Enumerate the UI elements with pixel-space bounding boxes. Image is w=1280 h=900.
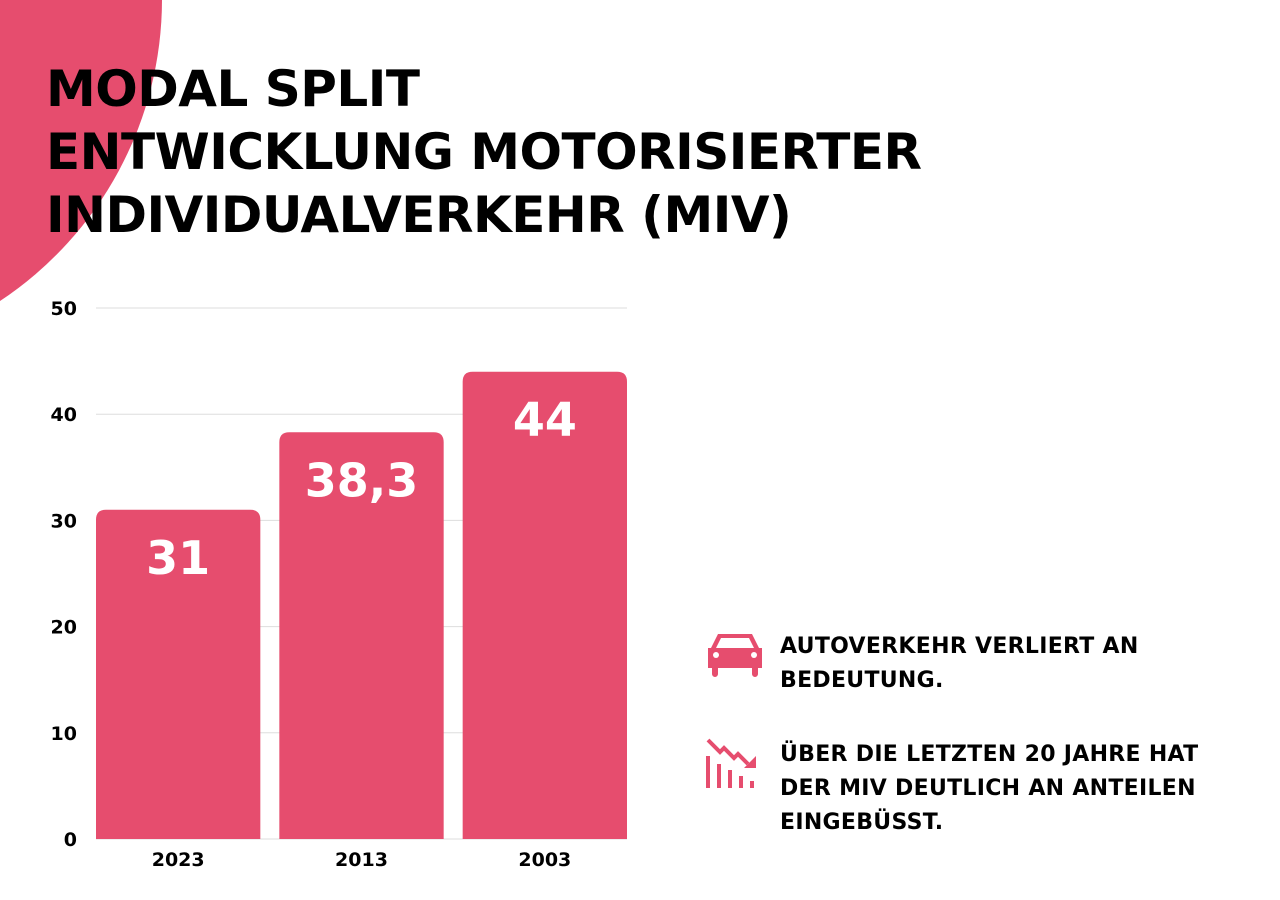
data-label: 38,3 [305,453,419,507]
bar-chart: 0 10 20 30 40 50 31 2023 38,3 2013 44 2003 [51,298,627,871]
x-tick-label: 2003 [518,849,571,871]
y-tick-label: 40 [51,404,77,426]
bar [279,432,444,839]
title-line: INDIVIDUALVERKEHR (MIV) [46,186,792,244]
title-line: MODAL SPLIT [46,60,420,118]
bar [96,509,261,839]
data-label: 44 [513,393,577,447]
y-tick-label: 0 [64,829,77,851]
y-tick-label: 50 [51,298,77,320]
note-item: AUTOVERKEHR VERLIERT AN BEDEUTUNG. [706,630,1226,698]
x-tick-label: 2013 [335,849,388,871]
title-line: ENTWICKLUNG MOTORISIERTER [46,123,922,181]
data-label: 31 [146,531,210,585]
page-title: MODAL SPLIT ENTWICKLUNG MOTORISIERTER IN… [46,58,1226,247]
notes-list: AUTOVERKEHR VERLIERT AN BEDEUTUNG. ÜBER … [706,630,1226,880]
y-tick-label: 20 [51,617,77,639]
y-tick-label: 30 [51,510,77,532]
x-tick-label: 2023 [152,849,205,871]
note-text: AUTOVERKEHR VERLIERT AN BEDEUTUNG. [780,634,1139,693]
note-item: ÜBER DIE LETZTEN 20 JAHRE HAT DER MIV DE… [706,738,1226,840]
decorative-circle [0,0,162,301]
note-text: ÜBER DIE LETZTEN 20 JAHRE HAT DER MIV DE… [780,742,1199,835]
bar [462,371,627,839]
y-tick-label: 10 [51,723,77,745]
declining-chart-icon [706,738,766,794]
car-icon [706,630,766,682]
